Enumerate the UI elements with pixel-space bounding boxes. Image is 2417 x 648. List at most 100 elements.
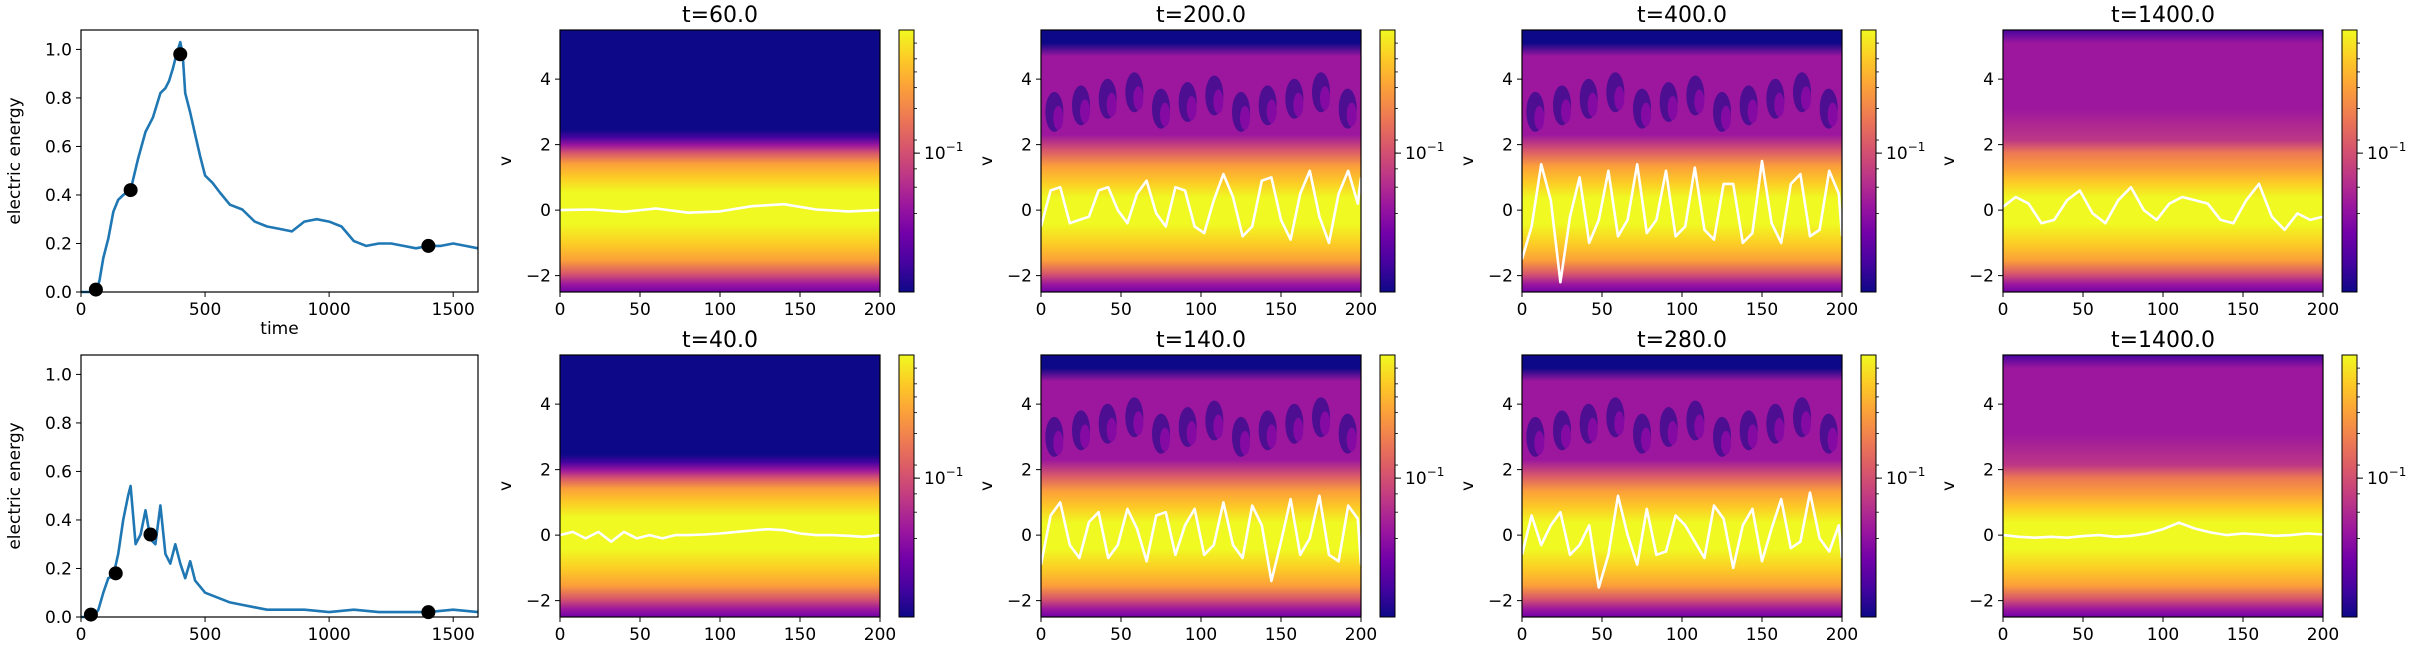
y-tick-label: −2 — [1007, 267, 1032, 287]
x-tick-label: 0 — [1998, 625, 2009, 645]
colorbar-tick-base: 10 — [2367, 144, 2389, 164]
colorbar-tick-label: 10−1 — [1886, 465, 1925, 489]
colorbar-tick-base: 10 — [1886, 144, 1908, 164]
colorbar-tick-base: 10 — [2367, 469, 2389, 489]
panel-title: t=1400.0 — [2111, 3, 2215, 28]
vortex-ring — [1774, 417, 1785, 442]
x-tick-label: 50 — [1591, 625, 1613, 645]
colorbar-scale — [1379, 354, 1396, 618]
x-tick-label: 1000 — [307, 300, 350, 320]
x-tick-label: 200 — [1826, 300, 1858, 320]
y-tick-label: 0.6 — [45, 462, 72, 482]
x-tick-label: 50 — [1591, 300, 1613, 320]
vortex-ring — [1667, 421, 1678, 446]
panel-title: t=140.0 — [1156, 328, 1246, 353]
x-tick-label: 0 — [1517, 300, 1528, 320]
field-curve — [1041, 494, 1361, 583]
y-tick-label: 0.6 — [45, 137, 72, 157]
vortex-ring — [1053, 430, 1064, 455]
field-curve — [560, 202, 880, 214]
y-tick-label: 0.8 — [45, 414, 72, 434]
vortex-ring — [1534, 430, 1545, 455]
panel-title: t=280.0 — [1637, 328, 1727, 353]
x-tick-label: 100 — [704, 300, 736, 320]
phase-space-heatmap — [1522, 355, 1842, 617]
phase-space-heatmap — [560, 30, 880, 292]
y-tick-label: 1.0 — [45, 40, 72, 60]
phase-space-vortices — [1045, 72, 1357, 132]
colorbar: 10−1 — [898, 354, 964, 618]
x-tick-label: 150 — [2227, 300, 2259, 320]
vortex-ring — [1534, 105, 1545, 130]
y-tick-label: 4 — [1502, 395, 1513, 415]
colorbar-tick-exponent: −1 — [2389, 465, 2407, 479]
y-tick-label: 0.4 — [45, 186, 72, 206]
y-axis-label: v — [1939, 156, 1959, 166]
y-tick-label: 2 — [540, 136, 551, 156]
y-axis-label: v — [1939, 481, 1959, 491]
x-tick-label: 0 — [76, 300, 87, 320]
vortex-ring — [1266, 99, 1277, 124]
x-tick-label: 50 — [629, 625, 651, 645]
y-tick-label: 4 — [1021, 395, 1032, 415]
vortex-ring — [1747, 424, 1758, 449]
vortex-ring — [1561, 424, 1571, 449]
vortex-ring — [1080, 424, 1090, 449]
vortex-ring — [1587, 417, 1598, 442]
colorbar-scale — [1860, 354, 1877, 618]
y-axis-label: v — [977, 156, 997, 166]
y-tick-label: 2 — [1021, 136, 1032, 156]
y-tick-label: 0 — [1983, 526, 1994, 546]
vortex-ring — [1160, 102, 1170, 127]
x-tick-label: 150 — [1746, 300, 1778, 320]
colorbar-tick-base: 10 — [1405, 144, 1427, 164]
x-tick-label: 100 — [1185, 300, 1217, 320]
y-tick-label: 2 — [1502, 136, 1513, 156]
y-tick-label: −2 — [1488, 592, 1513, 612]
vortex-ring — [1721, 430, 1731, 455]
x-tick-label: 200 — [864, 300, 896, 320]
vortex-ring — [1293, 92, 1304, 117]
vortex-ring — [1721, 105, 1731, 130]
x-tick-label: 50 — [2072, 625, 2094, 645]
x-tick-label: 200 — [1345, 300, 1377, 320]
y-axis-label: electric energy — [5, 97, 25, 224]
y-tick-label: 4 — [1502, 70, 1513, 90]
vortex-ring — [1186, 421, 1197, 446]
x-tick-label: 150 — [784, 300, 816, 320]
colorbar-scale — [2341, 354, 2358, 618]
colorbar-tick-label: 10−1 — [2367, 140, 2406, 164]
energy-line — [81, 484, 479, 619]
vortex-ring — [1213, 89, 1224, 114]
y-tick-label: −2 — [1007, 592, 1032, 612]
field-curve — [1522, 491, 1842, 589]
y-tick-label: 2 — [1021, 461, 1032, 481]
x-tick-label: 50 — [629, 300, 651, 320]
colorbar-tick-label: 10−1 — [2367, 465, 2406, 489]
vortex-ring — [1694, 89, 1705, 114]
x-tick-label: 50 — [1110, 625, 1132, 645]
y-axis-label: v — [1458, 481, 1478, 491]
vortex-ring — [1346, 427, 1357, 452]
vortex-ring — [1641, 427, 1651, 452]
x-tick-label: 150 — [1265, 300, 1297, 320]
x-tick-label: 100 — [1185, 625, 1217, 645]
x-tick-label: 1000 — [307, 625, 350, 645]
phase-space-heatmap — [1041, 30, 1361, 292]
energy-line — [81, 40, 479, 294]
colorbar: 10−1 — [898, 29, 963, 293]
y-tick-label: 0 — [1021, 201, 1032, 221]
colorbar-tick-exponent: −1 — [946, 465, 964, 479]
x-tick-label: 0 — [1517, 625, 1528, 645]
y-tick-label: −2 — [526, 267, 551, 287]
vortex-ring — [1561, 99, 1571, 124]
x-tick-label: 200 — [1826, 625, 1858, 645]
y-tick-label: 0 — [1983, 201, 1994, 221]
x-tick-label: 200 — [2307, 300, 2339, 320]
x-tick-label: 200 — [1345, 625, 1377, 645]
vortex-ring — [1801, 86, 1811, 111]
